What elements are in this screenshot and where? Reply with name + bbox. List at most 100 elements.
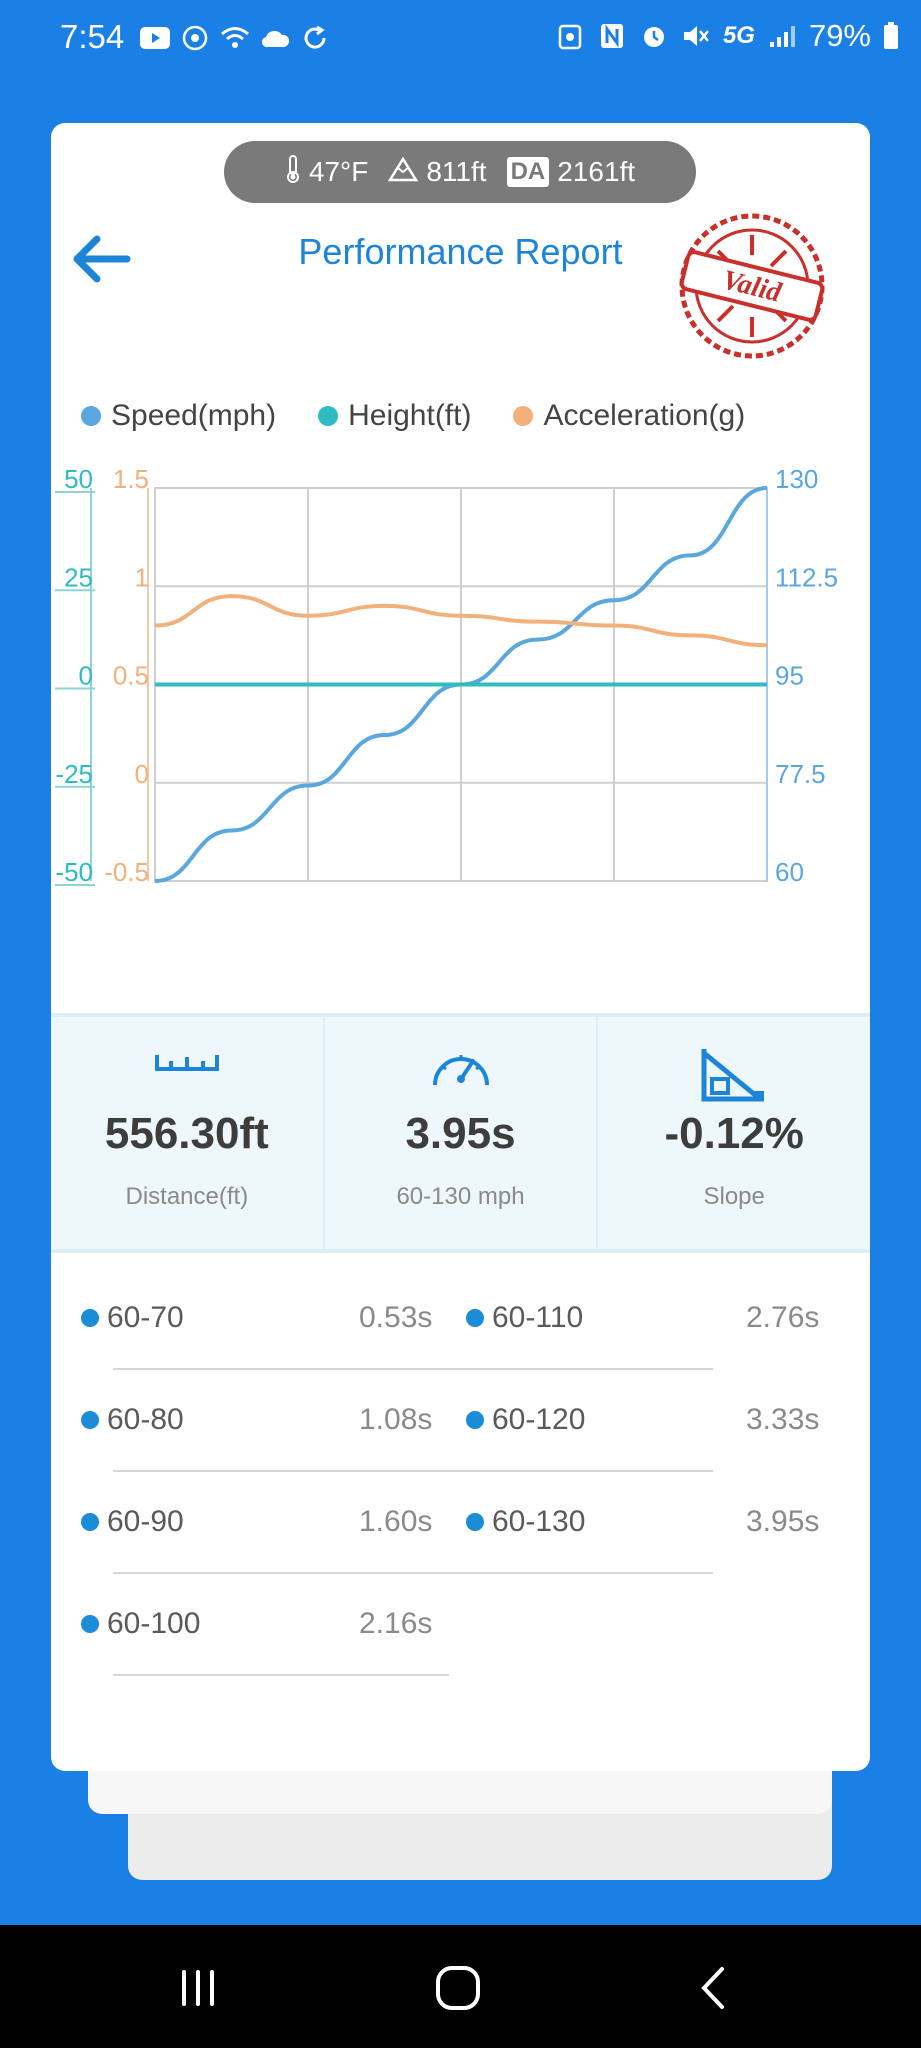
bullet-icon bbox=[81, 1513, 99, 1531]
slope-icon bbox=[700, 1045, 768, 1108]
home-icon bbox=[436, 1966, 480, 2010]
legend-label: Speed(mph) bbox=[111, 399, 277, 432]
split-label: 60-110 bbox=[466, 1301, 583, 1335]
split-time: 2.76s bbox=[746, 1301, 820, 1334]
density-altitude-segment: DA 2161ft bbox=[506, 156, 636, 188]
battery-icon bbox=[883, 21, 899, 51]
page-title: Performance Report bbox=[298, 231, 623, 272]
back-chevron-icon bbox=[701, 1967, 724, 2009]
elevation-value: 811ft bbox=[426, 156, 487, 187]
legend-dot bbox=[318, 406, 339, 426]
split-label-text: 60-90 bbox=[107, 1505, 184, 1538]
app-notification-icon bbox=[180, 23, 210, 53]
battery-percent: 79% bbox=[808, 18, 871, 53]
accel-tick-label: 1 bbox=[135, 562, 149, 592]
wifi-icon bbox=[220, 23, 250, 53]
split-row: 60-70 0.53s bbox=[81, 1273, 713, 1373]
stat-value: -0.12% bbox=[664, 1109, 804, 1158]
stat-slope: -0.12% Slope bbox=[598, 1017, 870, 1249]
split-time: 2.16s bbox=[359, 1607, 433, 1640]
home-button[interactable] bbox=[428, 1963, 488, 2013]
legend-height: Height(ft) bbox=[318, 399, 471, 433]
performance-chart: 50 25 0 -25 -50 1.5 1 0.5 0 -0.5 130 112.5 95 77.5 60 bbox=[55, 464, 838, 887]
accel-tick-label: 0 bbox=[135, 759, 149, 789]
legend-label: Height(ft) bbox=[348, 399, 472, 432]
status-time: 7:54 bbox=[60, 18, 125, 55]
split-label: 60-120 bbox=[466, 1403, 585, 1437]
legend-speed: Speed(mph) bbox=[81, 399, 276, 433]
da-badge: DA bbox=[506, 157, 550, 187]
split-time: 3.95s bbox=[746, 1505, 820, 1538]
mountain-icon bbox=[388, 156, 419, 189]
bullet-icon bbox=[466, 1513, 484, 1531]
stat-distance: 556.30ft Distance(ft) bbox=[51, 1017, 325, 1249]
stats-panel: 556.30ft Distance(ft) 3.95s 60-130 mph -… bbox=[51, 1013, 870, 1253]
split-row: 60-90 1.60s bbox=[81, 1477, 713, 1577]
temperature-value: 47°F bbox=[308, 156, 369, 187]
nfc-icon bbox=[597, 21, 627, 51]
ruler-icon bbox=[151, 1045, 223, 1080]
speed-tick-label: 112.5 bbox=[775, 562, 838, 592]
split-label: 60-100 bbox=[81, 1607, 200, 1641]
split-label-text: 60-110 bbox=[492, 1301, 584, 1334]
card-stack-middle bbox=[88, 1770, 832, 1814]
accel-tick-label: 0.5 bbox=[113, 661, 149, 691]
status-right-icons: 5G 79% bbox=[555, 18, 899, 54]
conditions-pill: 47°F 811ft DA 2161ft bbox=[224, 141, 696, 203]
thermometer-icon bbox=[285, 154, 301, 191]
height-tick-label: 0 bbox=[79, 661, 93, 691]
alarm-icon bbox=[639, 21, 669, 51]
performance-report-card: 47°F 811ft DA 2161ft Performance Report … bbox=[51, 123, 870, 1771]
split-time: 3.33s bbox=[746, 1403, 820, 1436]
split-row: 60-110 2.76s bbox=[466, 1273, 866, 1373]
accel-tick-label: -0.5 bbox=[104, 857, 149, 887]
recycle-icon bbox=[555, 21, 585, 51]
split-label-text: 60-120 bbox=[492, 1403, 586, 1436]
split-row: 60-120 3.33s bbox=[466, 1375, 866, 1475]
stat-label: Distance(ft) bbox=[125, 1183, 249, 1210]
back-button[interactable] bbox=[684, 1963, 744, 2013]
bullet-icon bbox=[466, 1309, 484, 1327]
status-bar: 7:54 5G 79% bbox=[0, 0, 921, 78]
bullet-icon bbox=[466, 1411, 484, 1429]
youtube-icon bbox=[140, 23, 170, 53]
split-label: 60-130 bbox=[466, 1505, 585, 1539]
notification-icons bbox=[140, 18, 330, 58]
row-divider bbox=[113, 1674, 449, 1676]
signal-icon bbox=[767, 21, 797, 51]
cloud-icon bbox=[260, 23, 290, 53]
bullet-icon bbox=[81, 1411, 99, 1429]
split-label: 60-90 bbox=[81, 1505, 184, 1539]
arrow-left-icon bbox=[73, 235, 131, 283]
bullet-icon bbox=[81, 1615, 99, 1633]
split-row: 60-100 2.16s bbox=[81, 1579, 481, 1679]
back-arrow-button[interactable] bbox=[65, 223, 137, 295]
stat-label: Slope bbox=[703, 1183, 765, 1210]
split-label: 60-70 bbox=[81, 1301, 184, 1335]
speed-tick-label: 130 bbox=[775, 464, 818, 494]
stat-label: 60-130 mph bbox=[396, 1183, 525, 1210]
split-label-text: 60-80 bbox=[107, 1403, 184, 1436]
temperature-segment: 47°F bbox=[285, 154, 368, 191]
recent-apps-button[interactable] bbox=[168, 1963, 228, 2013]
stat-value: 3.95s bbox=[405, 1109, 516, 1158]
elevation-segment: 811ft bbox=[388, 156, 487, 189]
split-row: 60-80 1.08s bbox=[81, 1375, 713, 1475]
row-divider bbox=[113, 1470, 713, 1472]
legend-acceleration: Acceleration(g) bbox=[513, 399, 745, 433]
height-tick-label: -50 bbox=[55, 857, 93, 887]
split-time: 1.08s bbox=[359, 1403, 433, 1436]
density-altitude-value: 2161ft bbox=[557, 156, 636, 187]
speedometer-icon bbox=[429, 1045, 493, 1092]
speed-tick-label: 95 bbox=[775, 661, 804, 691]
height-tick-label: 50 bbox=[64, 464, 93, 494]
height-tick-label: 25 bbox=[64, 562, 93, 592]
split-time: 1.60s bbox=[359, 1505, 433, 1538]
row-divider bbox=[113, 1368, 713, 1370]
sync-icon bbox=[300, 23, 330, 53]
accel-tick-label: 1.5 bbox=[113, 464, 149, 494]
split-time: 0.53s bbox=[359, 1301, 433, 1334]
bullet-icon bbox=[81, 1309, 99, 1327]
stat-value: 556.30ft bbox=[104, 1109, 269, 1158]
split-label-text: 60-100 bbox=[107, 1607, 201, 1640]
